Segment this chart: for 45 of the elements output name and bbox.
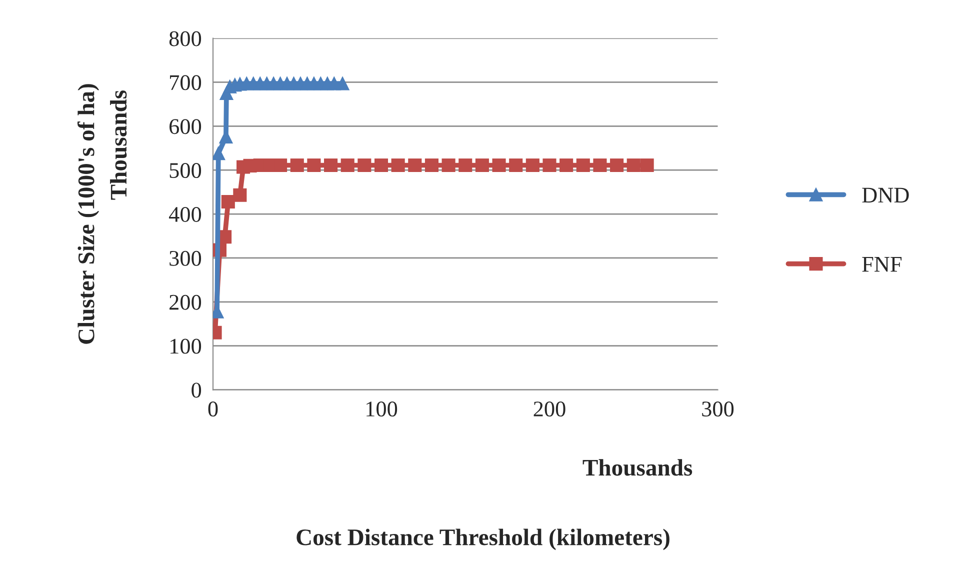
point [307,158,321,172]
x-tick-label: 0 [208,402,218,417]
point [542,158,556,172]
text: Thousands [110,90,127,200]
point [475,158,489,172]
point [593,158,607,172]
point [526,158,540,172]
y-tick-label: 0 [192,382,202,398]
point [576,158,590,172]
point [336,76,350,90]
point [391,158,405,172]
y-tick-label: 600 [170,119,202,134]
y-tick-label: 400 [168,206,202,222]
point [233,188,247,202]
point [290,158,304,172]
point [424,158,438,172]
point [640,158,654,172]
x-tick-label: 200 [534,402,566,417]
point [340,158,354,172]
point [324,158,338,172]
x-axis-title: Cost Distance Threshold (kilometers) [296,528,670,550]
point [458,158,472,172]
point [509,158,523,172]
y-tick-label: 200 [170,294,202,310]
point [213,146,226,160]
x-tick-label: 300 [702,402,734,417]
point [221,194,235,208]
point [492,158,506,172]
point [610,158,624,172]
point [442,158,456,172]
text: Thousands [582,459,692,476]
x-tick-label: 100 [366,402,398,417]
point [358,158,372,172]
legend-label: DND [862,188,909,202]
y-tick-label: 100 [170,338,202,354]
point [626,158,640,172]
y-tick-label: 300 [170,250,202,266]
y-tick-label: 800 [169,31,202,46]
point [408,158,422,172]
point [560,158,574,172]
point [374,158,388,172]
y-axis-title: Cluster Size (1000's of ha) [77,84,100,344]
y-tick-label: 500 [170,163,202,178]
legend-label: FNF [862,257,902,272]
y-tick-label: 700 [170,75,202,90]
